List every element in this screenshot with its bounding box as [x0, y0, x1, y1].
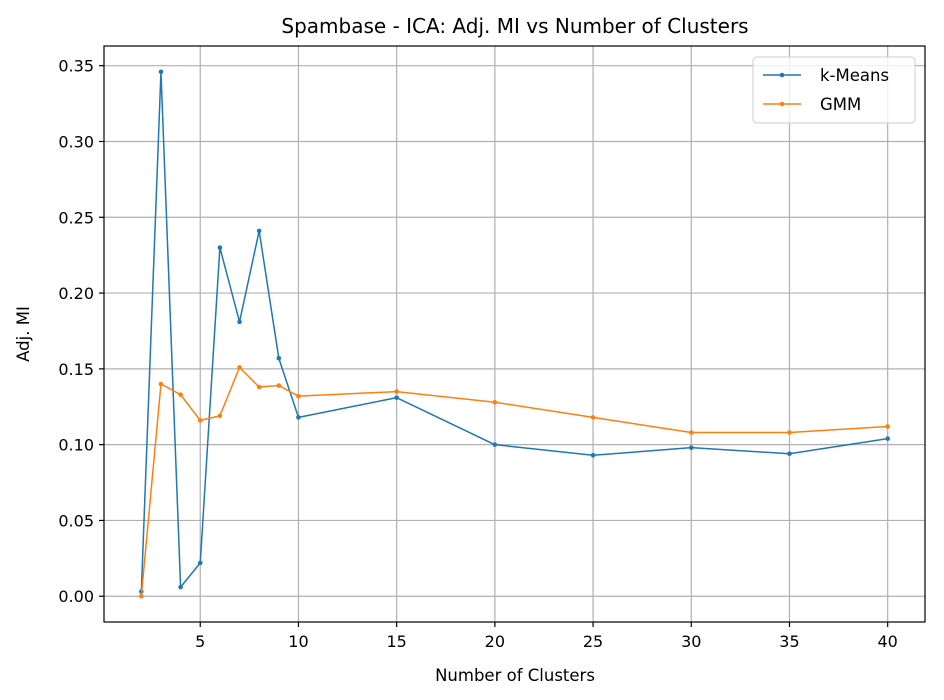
series-k-means [139, 69, 890, 594]
y-tick-label: 0.15 [58, 360, 94, 379]
x-tick-label: 35 [779, 632, 799, 651]
data-point [276, 355, 282, 361]
data-point [688, 430, 694, 435]
data-point [885, 424, 890, 429]
data-point [787, 451, 792, 457]
y-axis-label: Adj. MI [14, 306, 33, 362]
data-point [276, 383, 282, 388]
y-tick-label: 0.10 [58, 436, 94, 455]
x-axis-label: Number of Clusters [435, 666, 595, 685]
data-point [139, 593, 144, 599]
legend-box [752, 56, 916, 124]
x-tick-label: 15 [386, 632, 406, 651]
data-point [296, 415, 301, 420]
chart-title: Spambase - ICA: Adj. MI vs Number of Clu… [281, 14, 748, 38]
data-point [217, 413, 223, 419]
data-point [237, 365, 242, 370]
x-tick-label: 5 [195, 632, 205, 651]
legend-swatch-marker [779, 101, 785, 107]
data-point [590, 452, 596, 458]
data-point [590, 415, 596, 420]
y-tick-label: 0.00 [58, 587, 94, 606]
x-tick-label: 25 [583, 632, 603, 651]
plot-frame [103, 45, 926, 623]
data-point [178, 392, 183, 397]
legend-swatch-marker [779, 72, 785, 78]
data-point [787, 430, 792, 435]
data-point [178, 584, 183, 590]
legend-label: GMM [820, 95, 861, 114]
data-point [256, 228, 262, 234]
y-tick-label: 0.30 [58, 132, 94, 151]
y-tick-label: 0.20 [58, 284, 94, 303]
x-tick-label: 20 [485, 632, 505, 651]
data-point [158, 381, 164, 387]
data-point [158, 69, 164, 75]
ticks: 5 10 15 20 25 30 35 40 0.00 0.05 0.10 0.15 0.20 0.25 0… [58, 57, 897, 651]
data-point [237, 319, 242, 325]
data-point [885, 436, 890, 441]
series-layer [139, 69, 890, 599]
data-point [296, 393, 301, 399]
legend-item: k-Means [763, 66, 889, 85]
legend-label: k-Means [820, 66, 889, 85]
data-point [256, 384, 262, 390]
data-point [197, 418, 203, 423]
data-point [197, 560, 203, 566]
y-tick-label: 0.05 [58, 511, 94, 530]
legend: k-Means GMM [752, 56, 916, 124]
series-gmm [139, 365, 890, 599]
data-point [492, 442, 498, 447]
data-point [394, 389, 399, 394]
data-point [217, 245, 223, 250]
data-point [394, 395, 399, 400]
legend-item: GMM [763, 95, 861, 114]
y-tick-label: 0.25 [58, 208, 94, 227]
x-tick-label: 40 [878, 632, 898, 651]
x-tick-label: 30 [681, 632, 701, 651]
x-tick-label: 10 [288, 632, 308, 651]
grid [104, 46, 925, 622]
data-point [688, 445, 694, 450]
data-point [492, 399, 498, 405]
y-tick-label: 0.35 [58, 57, 94, 76]
